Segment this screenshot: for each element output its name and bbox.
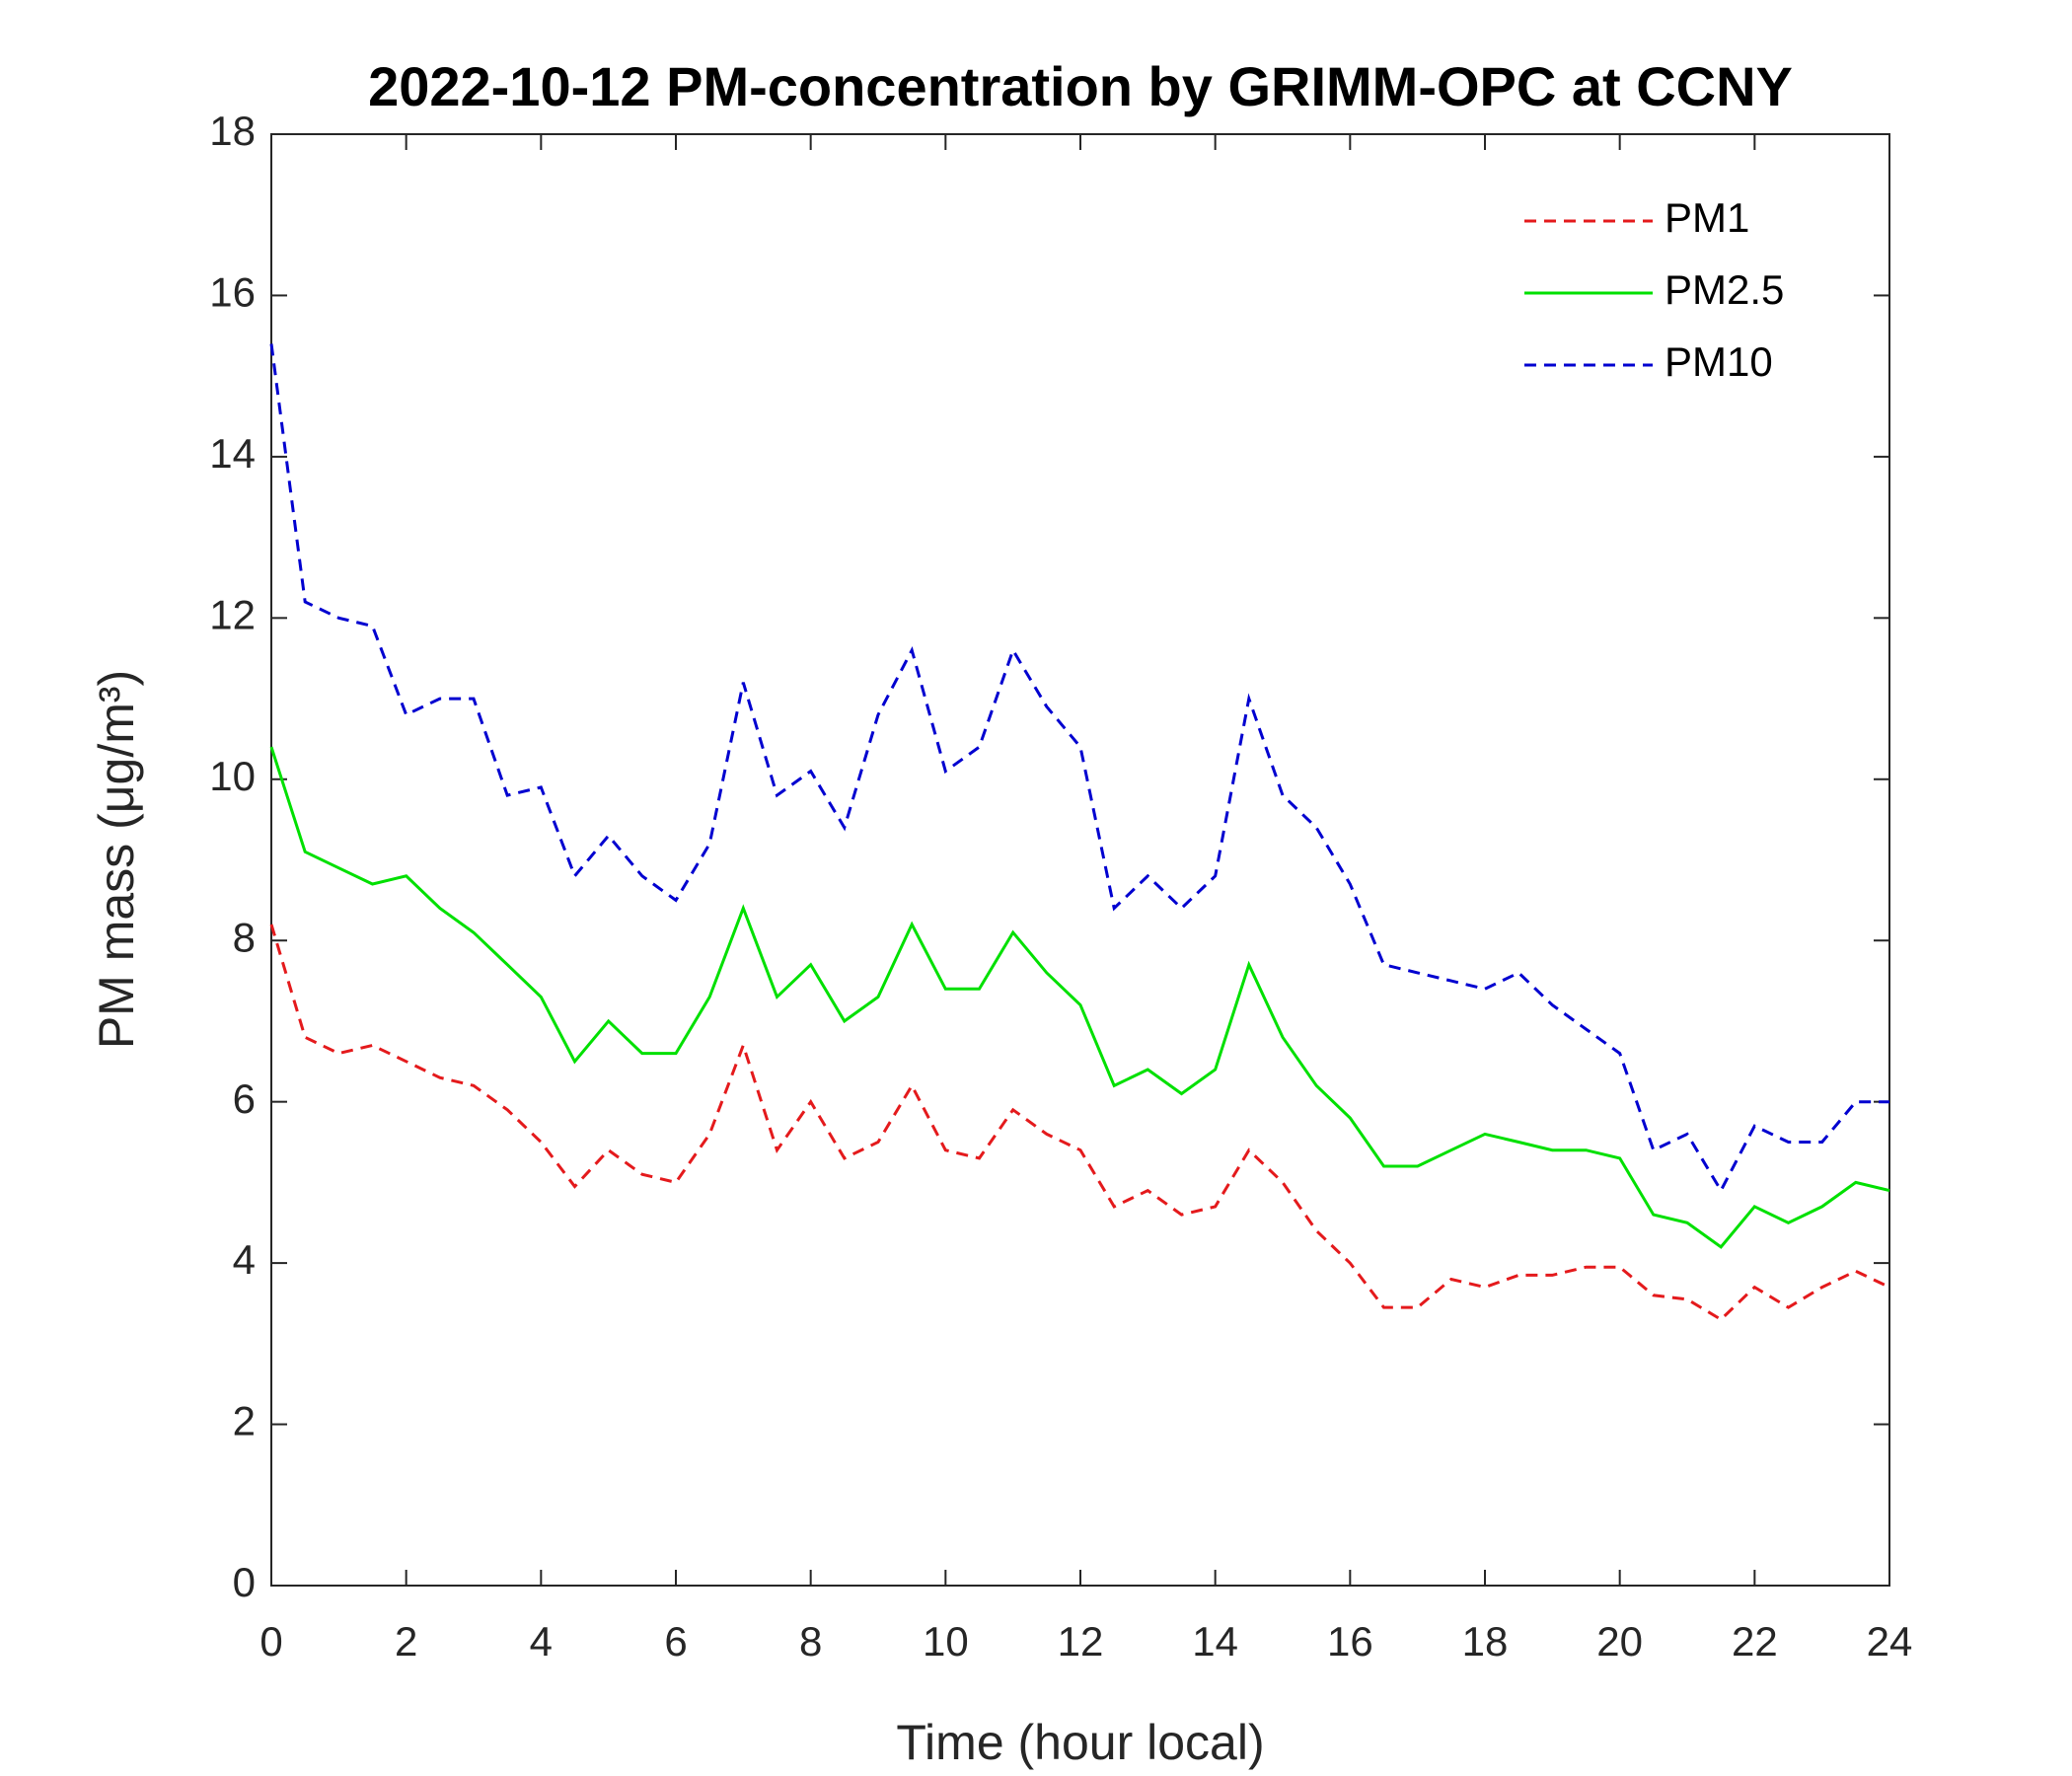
x-tick-label: 18 [1462, 1618, 1509, 1665]
series-line [269, 924, 1890, 1322]
series-line [269, 746, 1890, 1249]
y-tick-label: 12 [209, 591, 256, 637]
y-tick-label: 2 [233, 1398, 256, 1444]
series-line [269, 343, 1889, 1194]
chart-title: 2022-10-12 PM-concentration by GRIMM-OPC… [368, 55, 1793, 117]
y-tick-label: 14 [209, 430, 256, 477]
x-tick-label: 16 [1327, 1618, 1373, 1665]
y-tick-label: 4 [233, 1236, 256, 1283]
y-tick-label: 8 [233, 914, 256, 960]
y-tick-label: 6 [233, 1075, 256, 1122]
y-tick-label: 0 [233, 1559, 256, 1605]
x-tick-label: 24 [1867, 1618, 1913, 1665]
y-tick-label: 10 [209, 753, 256, 799]
x-tick-label: 20 [1596, 1618, 1643, 1665]
x-tick-label: 12 [1058, 1618, 1104, 1665]
x-tick-label: 2 [395, 1618, 417, 1665]
x-tick-label: 10 [923, 1618, 969, 1665]
y-axis-label: PM mass (μg/m³) [89, 670, 144, 1049]
legend-label: PM10 [1665, 338, 1773, 385]
x-tick-label: 6 [664, 1618, 687, 1665]
x-tick-label: 8 [799, 1618, 822, 1665]
plot-frame [270, 133, 1890, 1587]
x-tick-label: 14 [1192, 1618, 1238, 1665]
legend-label: PM1 [1665, 194, 1749, 241]
x-tick-label: 22 [1732, 1618, 1778, 1665]
x-tick-label: 0 [259, 1618, 282, 1665]
legend-label: PM2.5 [1665, 266, 1784, 313]
x-tick-label: 4 [530, 1618, 553, 1665]
y-tick-label: 18 [209, 108, 256, 154]
x-axis-label: Time (hour local) [896, 1715, 1264, 1770]
y-tick-label: 16 [209, 269, 256, 316]
